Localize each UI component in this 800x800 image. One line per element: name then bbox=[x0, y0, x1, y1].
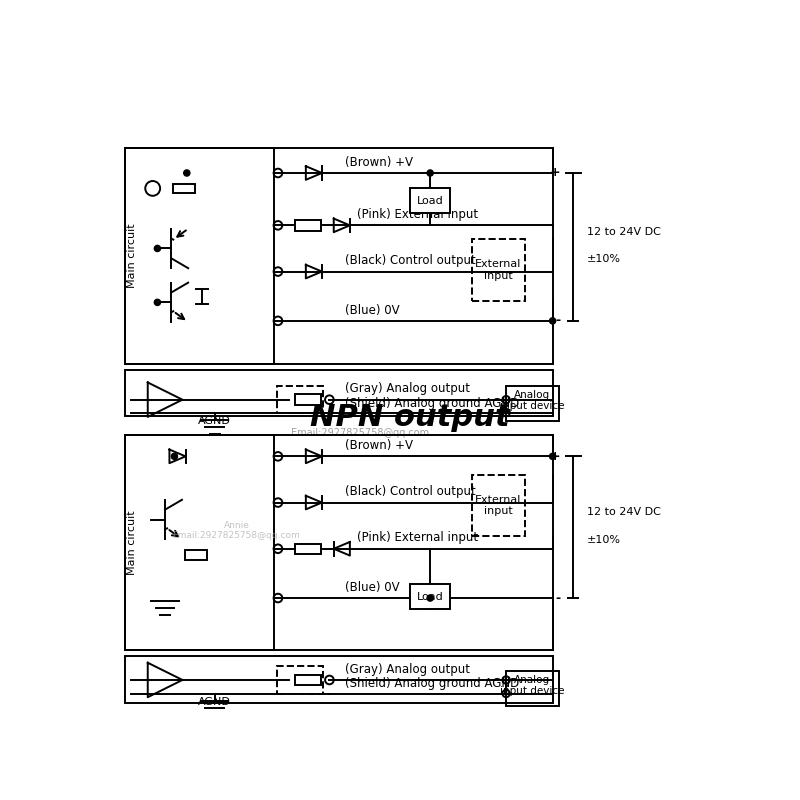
Bar bbox=[125, 370, 553, 416]
Text: Email:2927825758@qq.com: Email:2927825758@qq.com bbox=[291, 428, 430, 438]
Bar bbox=[294, 220, 321, 230]
Text: Load: Load bbox=[417, 196, 443, 206]
Text: NPN output: NPN output bbox=[310, 402, 510, 432]
Text: Annie
Email:2927825758@qq.com: Annie Email:2927825758@qq.com bbox=[173, 521, 300, 540]
Text: (Shield) Analog ground AGND: (Shield) Analog ground AGND bbox=[345, 397, 519, 410]
Bar bbox=[472, 475, 525, 537]
Text: External
input: External input bbox=[475, 495, 522, 517]
Bar bbox=[506, 386, 558, 422]
Bar bbox=[125, 435, 274, 650]
Bar bbox=[277, 666, 323, 694]
Bar bbox=[410, 188, 450, 213]
Text: -: - bbox=[555, 591, 561, 605]
Bar bbox=[506, 670, 558, 706]
Bar bbox=[125, 435, 553, 650]
Text: -: - bbox=[555, 314, 561, 327]
Text: (Pink) External input: (Pink) External input bbox=[358, 531, 478, 545]
Circle shape bbox=[184, 170, 190, 176]
Text: ±10%: ±10% bbox=[586, 254, 621, 264]
Bar bbox=[173, 184, 194, 193]
Circle shape bbox=[550, 454, 556, 459]
Text: Analog
input device: Analog input device bbox=[500, 390, 565, 411]
Bar bbox=[277, 386, 323, 414]
Text: 12 to 24V DC: 12 to 24V DC bbox=[586, 507, 661, 517]
Text: AGND: AGND bbox=[198, 416, 231, 426]
Text: (Pink) External input: (Pink) External input bbox=[358, 208, 478, 221]
Text: (Brown) +V: (Brown) +V bbox=[345, 439, 413, 452]
Text: +: + bbox=[550, 450, 561, 463]
Text: (Gray) Analog output: (Gray) Analog output bbox=[345, 662, 470, 676]
Text: ±10%: ±10% bbox=[586, 534, 621, 545]
Text: Load: Load bbox=[417, 592, 443, 602]
Text: Main circuit: Main circuit bbox=[127, 224, 138, 289]
Circle shape bbox=[171, 454, 178, 459]
Text: 12 to 24V DC: 12 to 24V DC bbox=[586, 226, 661, 237]
Text: (Black) Control output: (Black) Control output bbox=[345, 486, 476, 498]
Text: (Brown) +V: (Brown) +V bbox=[345, 156, 413, 169]
Text: +: + bbox=[550, 166, 561, 179]
Bar bbox=[125, 148, 274, 364]
Bar bbox=[472, 239, 525, 301]
Circle shape bbox=[154, 246, 161, 251]
Text: (Gray) Analog output: (Gray) Analog output bbox=[345, 382, 470, 395]
Bar bbox=[125, 656, 553, 702]
Text: (Blue) 0V: (Blue) 0V bbox=[345, 303, 399, 317]
Circle shape bbox=[427, 595, 434, 601]
Bar bbox=[125, 148, 553, 364]
Bar bbox=[294, 674, 321, 686]
Text: External
input: External input bbox=[475, 259, 522, 281]
Bar bbox=[294, 543, 321, 554]
Bar bbox=[186, 550, 207, 559]
Circle shape bbox=[550, 318, 556, 324]
Text: AGND: AGND bbox=[198, 697, 231, 706]
Text: (Blue) 0V: (Blue) 0V bbox=[345, 581, 399, 594]
Bar bbox=[294, 394, 321, 405]
Bar bbox=[410, 585, 450, 609]
Circle shape bbox=[154, 299, 161, 306]
Text: (Black) Control output: (Black) Control output bbox=[345, 254, 476, 267]
Text: Main circuit: Main circuit bbox=[127, 510, 138, 575]
Text: (Shield) Analog ground AGND: (Shield) Analog ground AGND bbox=[345, 678, 519, 690]
Text: Analog
input device: Analog input device bbox=[500, 674, 565, 696]
Circle shape bbox=[427, 170, 434, 176]
